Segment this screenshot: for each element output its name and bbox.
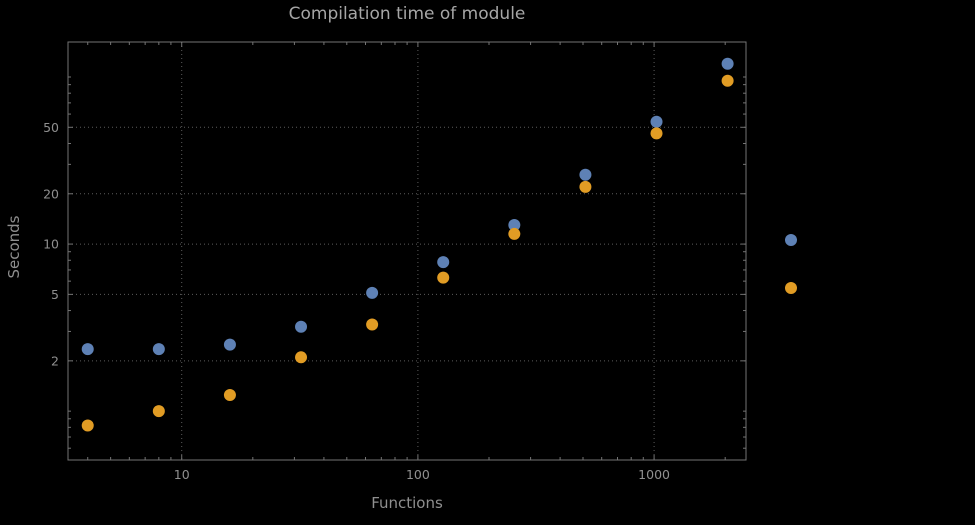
data-point-orange	[152, 405, 165, 418]
legend-marker-orange	[785, 282, 797, 294]
plot-frame	[67, 41, 747, 461]
y-tick-label: 5	[51, 287, 59, 302]
data-point-blue	[437, 256, 450, 269]
data-point-orange	[223, 388, 236, 401]
data-point-blue	[295, 320, 308, 333]
y-axis-label: Seconds	[5, 215, 23, 279]
data-point-orange	[508, 227, 521, 240]
y-tick-label: 20	[43, 186, 59, 201]
data-point-orange	[437, 271, 450, 284]
data-point-blue	[650, 115, 663, 128]
data-point-blue	[579, 168, 592, 181]
data-point-orange	[721, 74, 734, 87]
data-point-blue	[81, 343, 94, 356]
data-point-blue	[366, 286, 379, 299]
data-point-orange	[81, 419, 94, 432]
data-point-orange	[650, 127, 663, 140]
legend-marker-blue	[785, 234, 797, 246]
y-tick-label: 10	[43, 237, 59, 252]
x-axis-label: Functions	[371, 494, 443, 512]
data-point-blue	[223, 338, 236, 351]
x-tick-label: 1000	[638, 467, 670, 482]
data-point-orange	[295, 351, 308, 364]
x-tick-label: 10	[174, 467, 190, 482]
data-point-blue	[152, 343, 165, 356]
data-point-orange	[366, 318, 379, 331]
y-tick-label: 50	[43, 120, 59, 135]
data-point-blue	[721, 57, 734, 70]
data-point-blue	[508, 219, 521, 232]
y-tick-label: 2	[51, 353, 59, 368]
x-tick-label: 100	[406, 467, 430, 482]
chart-title: Compilation time of module	[288, 4, 526, 24]
data-point-orange	[579, 180, 592, 193]
